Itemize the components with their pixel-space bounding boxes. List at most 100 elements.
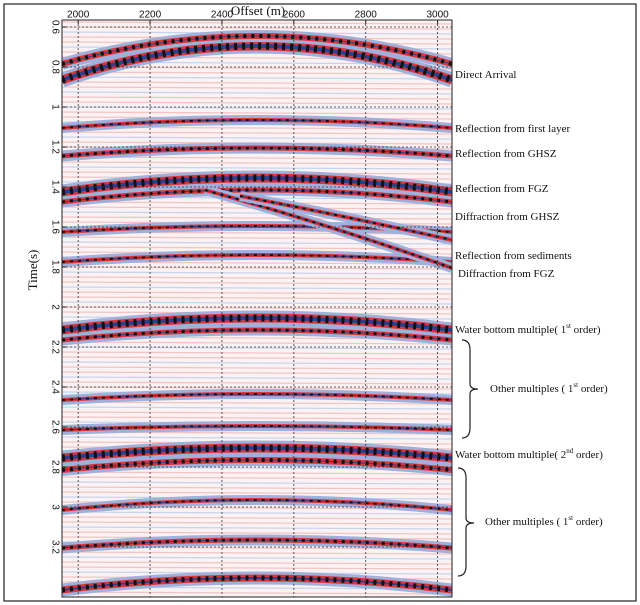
striation: [62, 551, 452, 555]
striation: [62, 236, 452, 240]
annotation-superscript: nd: [566, 447, 574, 455]
y-tick-label: 1: [49, 104, 60, 110]
annotation-text: Diffraction from FGZ: [458, 268, 555, 280]
striation: [62, 591, 452, 595]
annotation: Diffraction from GHSZ: [455, 211, 560, 223]
striation: [62, 566, 452, 570]
event-wiggle: [62, 538, 452, 550]
annotation-text: Diffraction from GHSZ: [455, 211, 560, 223]
event-wiggle: [62, 444, 452, 462]
striation: [62, 271, 452, 275]
annotation-text: order): [578, 383, 608, 395]
striation: [62, 111, 452, 115]
striation: [62, 476, 452, 480]
striation: [62, 136, 452, 140]
striation: [62, 71, 452, 75]
annotation: Reflection from FGZ: [455, 183, 549, 195]
striation: [62, 561, 452, 565]
event-wiggle: [62, 425, 452, 431]
x-tick-label: 3000: [426, 10, 449, 21]
annotation-text: Other multiples ( 1: [485, 516, 568, 528]
striation: [62, 521, 452, 525]
annotation: Reflection from sediments: [455, 250, 572, 262]
striation: [62, 381, 452, 385]
event-wiggle: [62, 499, 452, 511]
annotation: Diffraction from FGZ: [458, 268, 555, 280]
event-wiggle: [239, 195, 452, 241]
event-wiggle: [62, 254, 452, 263]
y-tick-label: 3: [49, 504, 60, 510]
annotation-text: Reflection from GHSZ: [455, 148, 557, 160]
event-wiggle: [62, 188, 452, 204]
striation: [62, 526, 452, 530]
striation: [62, 556, 452, 560]
x-axis-label: Offset (m): [231, 3, 285, 18]
striation: [62, 281, 452, 285]
striation: [62, 286, 452, 290]
y-tick-label: 2.2: [49, 340, 60, 354]
event-wiggle: [62, 146, 452, 158]
annotation: Other multiples ( 1st order): [485, 514, 603, 528]
striation: [62, 276, 452, 280]
y-tick-label: 1.2: [49, 140, 60, 154]
annotation-text: Water bottom multiple( 2: [455, 449, 566, 461]
event-wiggle: [204, 189, 452, 269]
striation: [62, 371, 452, 375]
striation: [62, 291, 452, 295]
y-tick-label: 2.6: [49, 420, 60, 434]
striation: [62, 341, 452, 345]
striation: [62, 101, 452, 105]
striation: [62, 356, 452, 360]
annotation-text: Water bottom multiple( 1: [455, 324, 566, 336]
x-tick-label: 2000: [67, 10, 90, 21]
brace: [461, 339, 479, 439]
event-wiggle: [62, 314, 452, 334]
striation: [62, 211, 452, 215]
striation: [62, 301, 452, 305]
striation: [62, 81, 452, 85]
y-tick-label: 1.4: [49, 180, 60, 194]
axes: 2000 2200 2400 2600 2800 3000 0.6 0.8 1 1.2 1.4 1.6…: [49, 10, 453, 598]
striation: [62, 216, 452, 220]
annotation-text: order): [571, 324, 601, 336]
y-axis-label: Time(s): [25, 250, 40, 291]
y-tick-label: 1.8: [49, 260, 60, 274]
y-tick-label: 3.2: [49, 540, 60, 554]
annotation-text: order): [573, 516, 603, 528]
striation: [62, 481, 452, 485]
striation: [62, 416, 452, 420]
event-blue: [62, 44, 452, 82]
x-tick-label: 2800: [355, 10, 378, 21]
striation: [62, 411, 452, 415]
striation: [62, 486, 452, 490]
y-tick-label: 0.6: [49, 20, 60, 34]
annotation: Reflection from GHSZ: [455, 148, 557, 160]
y-tick-label: 0.8: [49, 60, 60, 74]
y-tick-label: 1.6: [49, 220, 60, 234]
x-tick-label: 2600: [283, 10, 306, 21]
event-wiggle: [62, 174, 452, 196]
striation: [62, 91, 452, 95]
y-tick-label: 2.4: [49, 380, 60, 394]
striation: [62, 76, 452, 80]
striation: [62, 161, 452, 165]
striation: [62, 156, 452, 160]
annotation: Reflection from first layer: [455, 123, 570, 135]
striation: [62, 531, 452, 535]
annotation: Water bottom multiple( 1st order): [455, 322, 601, 336]
annotation-text: Direct Arrival: [455, 69, 516, 81]
y-tick-label: 2.8: [49, 460, 60, 474]
event-wiggle: [62, 575, 452, 593]
striation: [62, 516, 452, 520]
striation: [62, 401, 452, 405]
annotation: Water bottom multiple( 2nd order): [455, 447, 603, 461]
striation: [62, 96, 452, 100]
event-wiggle: [62, 119, 452, 129]
plot-border: [61, 19, 453, 598]
striation: [62, 491, 452, 495]
event-blue: [62, 35, 452, 65]
x-tick-label: 2200: [139, 10, 162, 21]
striation: [62, 406, 452, 410]
annotation-text: Reflection from first layer: [455, 123, 570, 135]
annotation-superscript: st: [573, 381, 578, 389]
